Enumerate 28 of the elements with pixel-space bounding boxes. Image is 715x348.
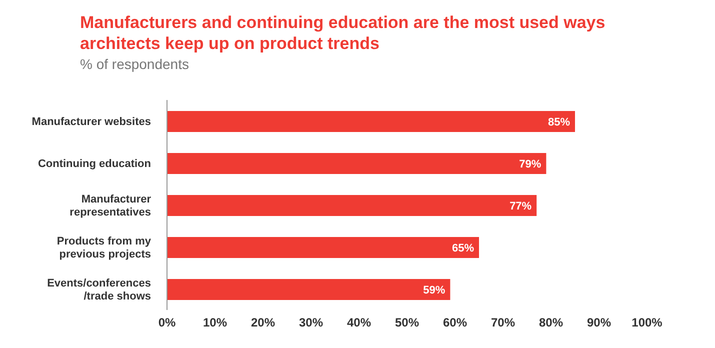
- x-tick-label: 90%: [586, 316, 612, 330]
- x-tick-label: 30%: [298, 316, 324, 330]
- data-label: 85%: [548, 116, 570, 128]
- x-tick-label: 40%: [346, 316, 372, 330]
- bar: [167, 153, 546, 174]
- bar: [167, 237, 479, 258]
- data-label: 77%: [510, 200, 532, 212]
- x-tick-label: 0%: [158, 316, 176, 330]
- bar: [167, 111, 575, 132]
- y-tick-label: Manufacturer representatives: [70, 193, 152, 218]
- chart-title: Manufacturers and continuing education are the most used ways architects keep up on product trends: [80, 12, 606, 54]
- bar: [167, 195, 537, 216]
- chart-subtitle: % of respondents: [80, 56, 189, 72]
- y-tick-label: Manufacturer websites: [32, 116, 151, 128]
- x-tick-label: 20%: [250, 316, 276, 330]
- y-tick-label: Events/conferences /trade shows: [47, 277, 151, 302]
- data-label: 65%: [452, 242, 474, 254]
- x-tick-label: 100%: [632, 316, 663, 330]
- x-tick-label: 60%: [442, 316, 468, 330]
- data-label: 59%: [423, 284, 446, 296]
- bar: [167, 279, 450, 300]
- x-tick-label: 50%: [394, 316, 420, 330]
- y-tick-label: Products from my previous projects: [56, 235, 152, 260]
- data-label: 79%: [519, 158, 542, 170]
- y-tick-label: Continuing education: [38, 158, 152, 170]
- x-tick-label: 70%: [490, 316, 516, 330]
- x-tick-label: 10%: [202, 316, 228, 330]
- x-tick-label: 80%: [538, 316, 564, 330]
